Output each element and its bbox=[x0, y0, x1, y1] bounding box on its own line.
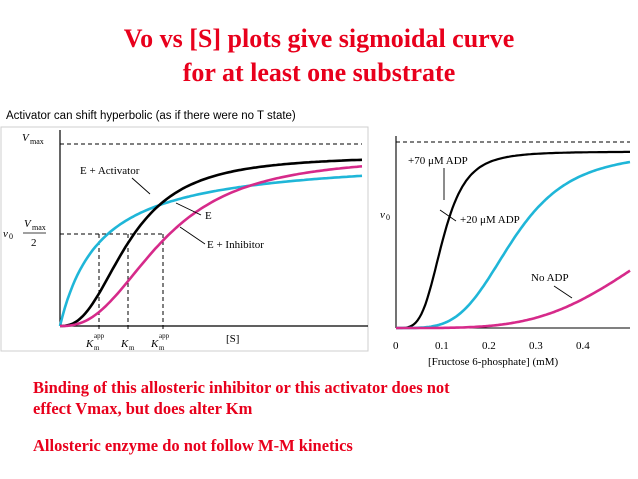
v0-label: v bbox=[3, 228, 8, 240]
slide-title-line-1: Vo vs [S] plots give sigmoidal curve bbox=[123, 24, 515, 53]
x-tick-0.4: 0.4 bbox=[576, 340, 590, 352]
half-vmax-two: 2 bbox=[31, 237, 37, 249]
slide-title-line-2: for at least one substrate bbox=[182, 58, 456, 87]
bottom-text-line-3: Allosteric enzyme do not follow M-M kine… bbox=[33, 436, 353, 455]
label-20-adp: +20 μM ADP bbox=[460, 214, 520, 226]
km-app-inhibitor-sub: m bbox=[159, 344, 165, 352]
label-e: E bbox=[205, 210, 212, 222]
label-e-activator: E + Activator bbox=[80, 165, 140, 177]
arrow-e-activator bbox=[131, 177, 151, 195]
x-tick-0.2: 0.2 bbox=[482, 340, 496, 352]
half-vmax-sub: max bbox=[32, 223, 46, 232]
right-v0-sub: 0 bbox=[386, 213, 390, 222]
bottom-text-line-1: Binding of this allosteric inhibitor or … bbox=[33, 378, 450, 397]
curve-20-adp bbox=[396, 160, 631, 330]
label-no-adp: No ADP bbox=[531, 272, 569, 284]
half-vmax-v: V bbox=[24, 218, 32, 230]
vmax-label-sub: max bbox=[30, 137, 44, 146]
km-app-activator-sub: m bbox=[94, 344, 100, 352]
km-app-inhibitor-label: K bbox=[150, 338, 159, 350]
v0-label-sub: 0 bbox=[9, 232, 13, 241]
label-70-adp: +70 μM ADP bbox=[408, 155, 468, 167]
curve-activator bbox=[58, 174, 363, 327]
arrow-20-adp bbox=[439, 209, 457, 222]
label-e-inhibitor: E + Inhibitor bbox=[207, 239, 264, 251]
left-chart: V max v 0 V max 2 K app m K m K app m [S… bbox=[0, 126, 369, 352]
arrow-e-inhibitor bbox=[179, 226, 206, 245]
right-v0-label: v bbox=[380, 209, 385, 221]
right-chart: v 0 0 0.1 0.2 0.3 0.4 [Fructose 6-phosph… bbox=[380, 136, 631, 368]
km-app-activator-sup: app bbox=[94, 332, 105, 340]
km-app-activator-label: K bbox=[85, 338, 94, 350]
curve-enzyme bbox=[60, 158, 363, 328]
right-x-axis-label: [Fructose 6-phosphate] (mM) bbox=[428, 356, 558, 368]
curve-no-adp bbox=[396, 269, 631, 330]
km-label: K bbox=[120, 338, 129, 350]
curve-inhibitor bbox=[60, 165, 363, 328]
bottom-text-line-2: effect Vmax, but does alter Km bbox=[33, 399, 253, 418]
x-tick-0: 0 bbox=[393, 340, 399, 352]
km-app-inhibitor-sup: app bbox=[159, 332, 170, 340]
x-tick-0.1: 0.1 bbox=[435, 340, 449, 352]
arrow-e bbox=[175, 202, 202, 216]
vmax-label: V bbox=[22, 132, 30, 144]
curve-70-adp bbox=[396, 150, 630, 330]
s-axis-label: [S] bbox=[226, 333, 239, 345]
x-tick-0.3: 0.3 bbox=[529, 340, 543, 352]
activator-note: Activator can shift hyperbolic (as if th… bbox=[6, 110, 296, 122]
arrow-no-adp bbox=[553, 285, 573, 299]
km-label-sub: m bbox=[129, 344, 135, 352]
